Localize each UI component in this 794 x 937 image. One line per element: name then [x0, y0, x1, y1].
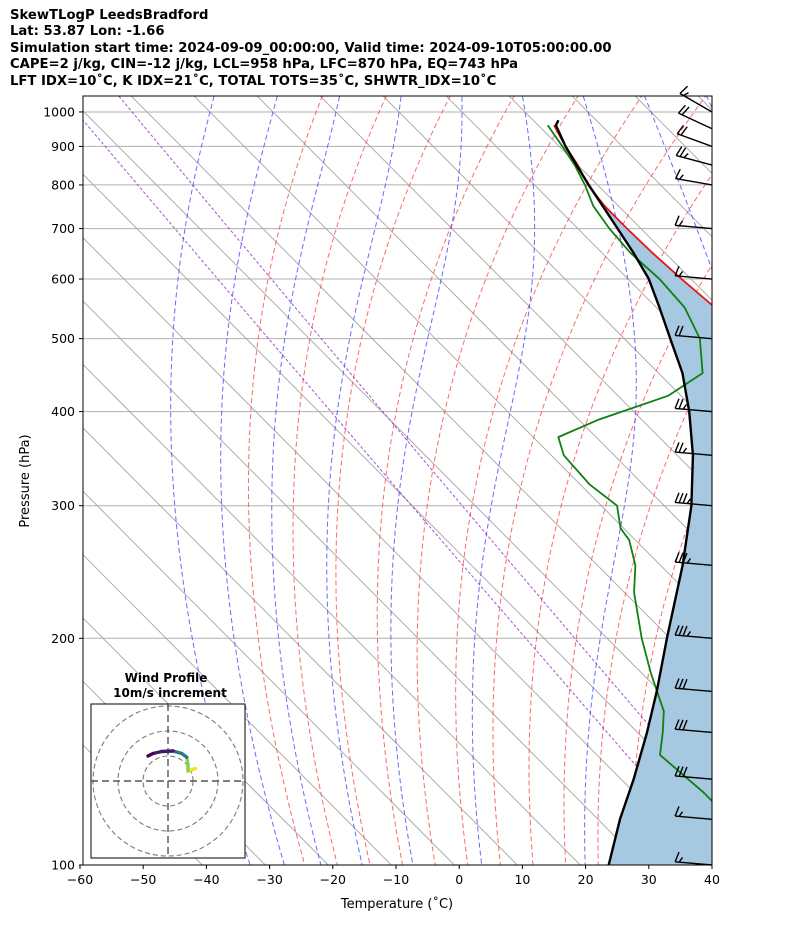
x-axis-title: Temperature (˚C) [340, 896, 453, 912]
wind-barb [675, 146, 713, 166]
isotherm-line [445, 96, 712, 365]
dry-adiabat-line [376, 96, 515, 865]
y-tick-label: 800 [51, 177, 75, 192]
isotherm-line [193, 96, 712, 618]
wind-barb [674, 766, 713, 780]
dry-adiabat-line [416, 96, 579, 865]
hodograph-segment [160, 749, 175, 754]
wind-barb [674, 215, 713, 230]
y-tick-label: 900 [51, 139, 75, 154]
wind-barb [674, 806, 713, 820]
isotherm-line [130, 96, 712, 682]
isotherm-line [571, 96, 712, 238]
moist-adiabat-line [170, 96, 251, 865]
temperature-line [553, 124, 712, 307]
title-stability-indices: LFT IDX=10˚C, K IDX=21˚C, TOTAL TOTS=35˚… [10, 73, 497, 89]
wind-barb [676, 124, 713, 148]
isotherm-line [508, 96, 712, 301]
isotherm-line [83, 363, 581, 865]
y-tick-label: 300 [51, 498, 75, 513]
y-tick-label: 600 [51, 272, 75, 287]
moist-adiabat-line [220, 96, 285, 865]
x-tick-label: 20 [578, 872, 594, 887]
isotherm-line [83, 237, 707, 865]
wind-barb [674, 851, 713, 866]
wind-barb [674, 442, 713, 456]
plot-frame [82, 95, 713, 866]
wind-barbs [674, 85, 713, 866]
wind-barb [677, 104, 713, 130]
hodograph-segment [146, 751, 155, 758]
parcel-line [554, 119, 695, 865]
isotherm-line [382, 96, 712, 428]
moist-adiabat-line [471, 96, 536, 865]
moist-adiabat-line [644, 96, 712, 272]
title-times: Simulation start time: 2024-09-09_00:00:… [10, 40, 612, 56]
axes: −60 −50 −40 −30 −20 −10 0 10 20 30 40 1000 900 800 700… [43, 104, 720, 887]
wind-barb [674, 625, 713, 640]
moist-adiabat-line [582, 96, 637, 865]
y-axis-title: Pressure (hPa) [18, 434, 33, 527]
dry-adiabat-line [292, 96, 387, 865]
profile-lines [546, 119, 712, 865]
isotherm-line [319, 96, 712, 491]
dry-adiabat-line [528, 173, 712, 865]
dry-adiabat-line [455, 96, 643, 865]
moist-adiabat-line [705, 96, 712, 109]
wind-barb [674, 492, 713, 507]
moist-adiabat-line [271, 96, 341, 865]
wind-barb [674, 678, 713, 693]
x-tick-label: 10 [514, 872, 530, 887]
x-tick-label: −40 [193, 872, 219, 887]
y-tick-label: 200 [51, 631, 75, 646]
isotherm-line [83, 427, 518, 865]
isotherm-line [83, 490, 455, 865]
cape-shading [554, 120, 712, 865]
x-tick-label: −10 [383, 872, 409, 887]
cape-shaded-area [554, 120, 712, 865]
title-cape-indices: CAPE=2 j/kg, CIN=-12 j/kg, LCL=958 hPa, … [10, 57, 519, 73]
wind-barb [674, 552, 713, 567]
inset-title: Wind Profile [125, 671, 208, 685]
isotherm-line [83, 300, 644, 865]
x-tick-label: −20 [320, 872, 346, 887]
x-tick-label: 40 [704, 872, 720, 887]
moist-adiabat-line [390, 96, 463, 865]
isotherm-line [256, 96, 712, 555]
wind-barb [679, 85, 713, 113]
title-station: SkewTLogP LeedsBradford [10, 8, 209, 23]
moist-adiabat-line [326, 96, 402, 865]
dry-adiabat-line [761, 81, 794, 865]
wind-barb [674, 719, 713, 734]
y-tick-label: 1000 [43, 104, 75, 119]
wind-barb [674, 265, 713, 280]
dry-adiabat-line [335, 96, 451, 865]
x-tick-label: 0 [455, 872, 463, 887]
inset-subtitle: 10m/s increment [113, 686, 227, 700]
y-tick-label: 500 [51, 331, 75, 346]
y-tick-label: 400 [51, 404, 75, 419]
title-latlon: Lat: 53.87 Lon: -1.66 [10, 24, 165, 40]
x-tick-label: −60 [67, 872, 93, 887]
dry-adiabat-line [729, 81, 794, 865]
isotherm-line [83, 554, 392, 865]
dry-adiabat-line [247, 96, 323, 865]
y-tick-label: 100 [51, 858, 75, 873]
background-lines [83, 81, 794, 865]
isotherm-line [83, 744, 203, 865]
wind-barb [674, 168, 713, 186]
x-tick-label: −30 [256, 872, 282, 887]
dry-adiabat-line [630, 462, 712, 865]
x-tick-label: −50 [130, 872, 156, 887]
chart-header: SkewTLogP LeedsBradford Lat: 53.87 Lon: … [10, 8, 612, 90]
dry-adiabat-line [563, 263, 712, 865]
isotherm-line [83, 110, 712, 745]
y-tick-label: 700 [51, 221, 75, 236]
mixing-ratio-line [83, 119, 712, 854]
x-tick-label: 30 [641, 872, 657, 887]
wind-barb [674, 325, 713, 340]
wind-barb [674, 398, 713, 413]
